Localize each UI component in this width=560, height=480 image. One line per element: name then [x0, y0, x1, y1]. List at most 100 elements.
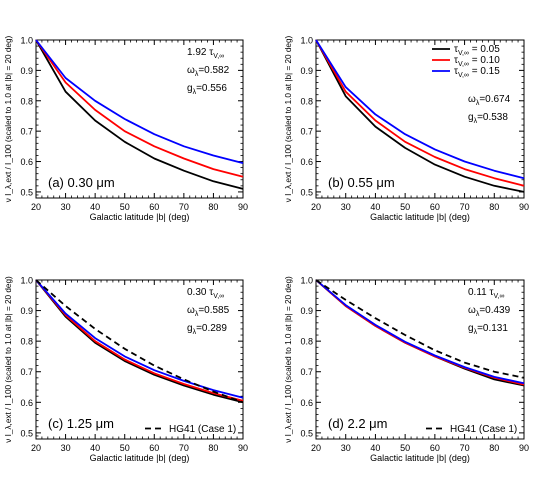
x-tick-label: 30: [61, 202, 71, 212]
series-line-blue: [35, 279, 244, 399]
x-tick-label: 20: [31, 443, 41, 453]
x-tick-label: 60: [430, 202, 440, 212]
y-tick-label: 0.8: [20, 96, 33, 106]
parameter-annotation: gλ=0.131: [468, 323, 508, 336]
series-line-black: [315, 39, 525, 193]
legend-entry: τV,∞ = 0.05: [454, 44, 500, 57]
y-tick-label: 0.8: [300, 96, 313, 106]
parameter-annotation: ωλ=0.582: [187, 65, 230, 78]
series-line-blue: [315, 279, 525, 385]
series-line-red: [35, 39, 244, 178]
parameter-annotation: ωλ=0.674: [468, 94, 511, 107]
panel-label: (a) 0.30 μm: [48, 175, 115, 190]
x-tick-label: 80: [208, 443, 218, 453]
y-tick-label: 0.9: [20, 306, 33, 316]
panel-label: (c) 1.25 μm: [48, 416, 114, 431]
series-line-hg41-dashed: [35, 279, 244, 404]
x-tick-label: 50: [400, 443, 410, 453]
y-tick-label: 1.0: [20, 276, 33, 286]
panel-label: (d) 2.2 μm: [328, 416, 388, 431]
parameter-annotation: 1.92 τV,∞: [187, 47, 224, 60]
legend-entry: τV,∞ = 0.10: [454, 55, 500, 68]
x-tick-label: 20: [31, 202, 41, 212]
y-tick-label: 0.5: [300, 428, 313, 438]
x-tick-label: 70: [179, 443, 189, 453]
series-line-blue: [35, 39, 244, 164]
x-tick-label: 20: [311, 443, 321, 453]
series-line-hg41-dashed: [315, 279, 525, 379]
x-tick-label: 20: [311, 202, 321, 212]
x-tick-label: 60: [430, 443, 440, 453]
parameter-annotation: gλ=0.556: [187, 83, 227, 96]
series-line-red: [315, 39, 525, 187]
parameter-annotation: 0.30 τV,∞: [187, 287, 224, 300]
y-tick-label: 0.5: [20, 428, 33, 438]
y-tick-label: 1.0: [20, 36, 33, 46]
y-axis-label: ν I_λ,ext / I_100 (scaled to 1.0 at |b| …: [284, 35, 293, 202]
x-tick-label: 50: [120, 202, 130, 212]
series-line-black: [35, 279, 244, 404]
y-tick-label: 0.7: [300, 367, 313, 377]
legend-entry: HG41 (Case 1): [450, 424, 517, 435]
x-axis-label: Galactic latitude |b| (deg): [90, 212, 190, 222]
series-line-black: [35, 39, 244, 190]
legend-entry: τV,∞ = 0.15: [454, 66, 500, 79]
legend-entry: HG41 (Case 1): [169, 424, 236, 435]
panel-a: 20 30 40 50 60 70 80 90 0.5 0.6 0.7 0.8 0.9 1.0 Galact…: [4, 35, 248, 222]
x-tick-label: 80: [489, 202, 499, 212]
y-tick-label: 0.5: [20, 187, 33, 197]
y-axis-label: ν I_λ,ext / I_100 (scaled to 1.0 at |b| …: [4, 276, 13, 443]
y-tick-label: 0.6: [300, 157, 313, 167]
x-tick-label: 90: [519, 443, 529, 453]
y-tick-label: 0.8: [20, 337, 33, 347]
x-tick-label: 40: [370, 443, 380, 453]
x-tick-label: 80: [489, 443, 499, 453]
y-tick-label: 0.7: [300, 127, 313, 137]
y-tick-label: 1.0: [300, 276, 313, 286]
x-tick-label: 50: [400, 202, 410, 212]
x-axis-label: Galactic latitude |b| (deg): [370, 212, 470, 222]
x-tick-label: 90: [238, 202, 248, 212]
x-tick-label: 80: [208, 202, 218, 212]
parameter-annotation: 0.11 τV,∞: [468, 287, 504, 300]
y-tick-label: 0.6: [300, 398, 313, 408]
x-tick-label: 40: [90, 202, 100, 212]
panel-d: 20 30 40 50 60 70 80 90 0.5 0.6 0.7 0.8 0.9 1.0 Galact…: [284, 276, 529, 464]
panel-b: 20 30 40 50 60 70 80 90 0.5 0.6 0.7 0.8 0.9 1.0 Galact…: [284, 35, 529, 222]
x-axis-label: Galactic latitude |b| (deg): [90, 453, 190, 463]
x-tick-label: 50: [120, 443, 130, 453]
y-tick-label: 0.8: [300, 337, 313, 347]
y-tick-label: 0.7: [20, 367, 33, 377]
panel-label: (b) 0.55 μm: [328, 175, 395, 190]
x-tick-label: 70: [179, 202, 189, 212]
x-tick-label: 40: [90, 443, 100, 453]
x-tick-label: 30: [61, 443, 71, 453]
x-tick-label: 70: [460, 443, 470, 453]
y-tick-label: 0.9: [300, 66, 313, 76]
y-tick-label: 0.9: [20, 66, 33, 76]
x-tick-label: 40: [370, 202, 380, 212]
x-tick-label: 30: [341, 443, 351, 453]
panel-c: 20 30 40 50 60 70 80 90 0.5 0.6 0.7 0.8 0.9 1.0 Galact…: [4, 276, 248, 464]
y-axis-label: ν I_λ,ext / I_100 (scaled to 1.0 at |b| …: [4, 35, 13, 202]
y-tick-label: 1.0: [300, 36, 313, 46]
parameter-annotation: gλ=0.289: [187, 323, 227, 336]
y-tick-label: 0.9: [300, 306, 313, 316]
y-axis-label: ν I_λ,ext / I_100 (scaled to 1.0 at |b| …: [284, 276, 293, 443]
series-line-red: [35, 279, 244, 402]
y-tick-label: 0.6: [20, 398, 33, 408]
x-tick-label: 60: [149, 443, 159, 453]
x-tick-label: 90: [238, 443, 248, 453]
y-tick-label: 0.6: [20, 157, 33, 167]
y-tick-label: 0.7: [20, 127, 33, 137]
parameter-annotation: ωλ=0.585: [187, 305, 230, 318]
x-tick-label: 70: [460, 202, 470, 212]
x-tick-label: 60: [149, 202, 159, 212]
parameter-annotation: gλ=0.538: [468, 112, 508, 125]
x-tick-label: 90: [519, 202, 529, 212]
series-line-blue: [315, 39, 525, 180]
x-axis-label: Galactic latitude |b| (deg): [370, 453, 470, 463]
y-tick-label: 0.5: [300, 187, 313, 197]
parameter-annotation: ωλ=0.439: [468, 305, 511, 318]
